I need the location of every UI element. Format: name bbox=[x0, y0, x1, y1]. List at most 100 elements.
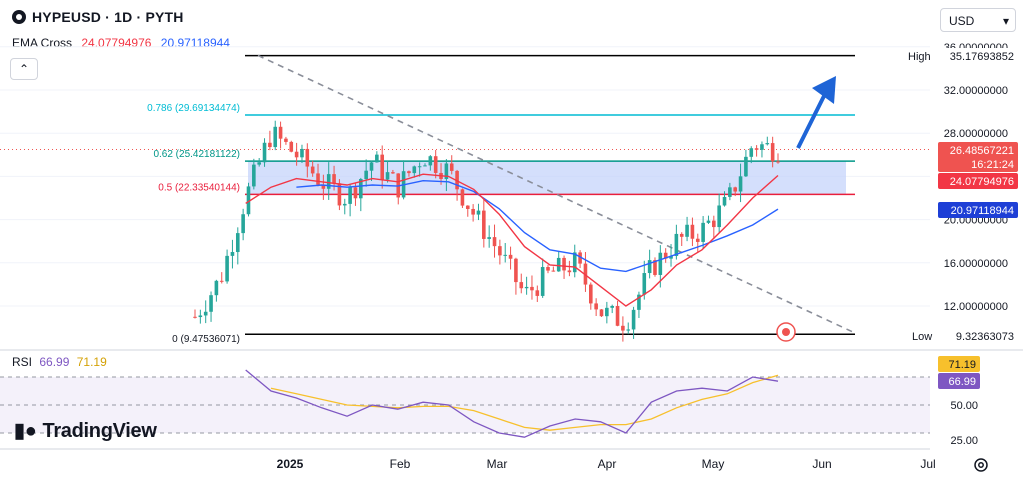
candle-body bbox=[252, 164, 256, 187]
candle-body bbox=[465, 205, 470, 209]
candle-body bbox=[508, 254, 513, 259]
candle-body bbox=[562, 257, 566, 271]
candle-body bbox=[359, 179, 363, 199]
candle-body bbox=[460, 189, 465, 206]
fib-label-0.62: 0.62 (25.42181122) bbox=[153, 149, 240, 160]
candle-body bbox=[423, 165, 427, 167]
candle-body bbox=[572, 252, 577, 273]
ema-slow-tag-value: 20.97118944 bbox=[951, 205, 1014, 217]
candle-body bbox=[599, 309, 604, 317]
candle-body bbox=[498, 246, 502, 256]
candle-body bbox=[241, 214, 245, 234]
candle-body bbox=[551, 270, 556, 272]
fib-label-0: 0 (9.47536071) bbox=[172, 334, 240, 345]
candle-body bbox=[471, 208, 475, 215]
price-axis: 36.0000000032.0000000028.0000000024.0000… bbox=[0, 42, 1023, 351]
candle-body bbox=[321, 184, 326, 189]
candle-body bbox=[615, 305, 620, 326]
candle-body bbox=[364, 170, 368, 180]
candle-body bbox=[353, 187, 358, 199]
candle-body bbox=[765, 143, 770, 145]
candle-body bbox=[385, 172, 390, 180]
candle-body bbox=[733, 187, 738, 192]
ema-fast-tag bbox=[938, 173, 1018, 189]
candle-body bbox=[407, 171, 411, 174]
candle-body bbox=[316, 173, 320, 185]
time-axis: 2025 Feb Mar Apr May Jun Jul bbox=[0, 448, 936, 471]
candle-body bbox=[235, 233, 240, 253]
candle-body bbox=[342, 203, 347, 206]
rsi-line bbox=[245, 369, 779, 438]
rsi-legend[interactable]: RSI 66.99 71.19 bbox=[12, 355, 107, 369]
candle-body bbox=[679, 233, 684, 237]
time-tick: Jul bbox=[920, 457, 935, 471]
gear-icon[interactable] bbox=[972, 456, 990, 474]
tradingview-logo: ▮● TradingView bbox=[14, 418, 157, 443]
candle-body bbox=[348, 187, 352, 204]
currency-label: USD bbox=[949, 14, 975, 28]
currency-selector[interactable]: USD ▾ bbox=[940, 8, 1016, 32]
time-tick: 2025 bbox=[277, 457, 304, 471]
candle-body bbox=[712, 220, 716, 228]
candle-body bbox=[417, 166, 422, 168]
candle-body bbox=[583, 263, 588, 285]
time-tick: May bbox=[702, 457, 725, 471]
candle-body bbox=[605, 307, 609, 317]
candle-body bbox=[722, 196, 727, 206]
candle-body bbox=[326, 174, 331, 189]
chevron-up-icon[interactable]: ⌃ bbox=[10, 58, 38, 80]
candle-body bbox=[744, 156, 748, 177]
candle-body bbox=[209, 295, 213, 312]
symbol-title[interactable]: HYPEUSD · 1D · PYTH bbox=[32, 9, 184, 25]
candle-body bbox=[380, 154, 385, 180]
ema-slow-tag bbox=[938, 202, 1018, 218]
candle-body bbox=[610, 305, 614, 308]
low-value: 9.32363073 bbox=[956, 331, 1014, 343]
ema-fast-line bbox=[245, 173, 779, 307]
candle-body bbox=[695, 238, 700, 242]
rsi-label: RSI bbox=[12, 355, 33, 369]
rsi-pane: 50.00 25.00 71.19 66.99 bbox=[0, 356, 980, 447]
countdown: 16:21:24 bbox=[971, 159, 1014, 171]
candle-body bbox=[588, 284, 593, 304]
ema-lines bbox=[245, 173, 779, 307]
last-price-tag bbox=[938, 142, 1018, 172]
fib-label-0.5: 0.5 (22.33540144) bbox=[158, 182, 240, 193]
high-label: High bbox=[908, 51, 931, 63]
candle-body bbox=[663, 252, 668, 259]
candle-body bbox=[647, 260, 652, 274]
drawings bbox=[245, 54, 856, 335]
candle-body bbox=[658, 252, 663, 275]
candle-body bbox=[214, 280, 219, 296]
candle-body bbox=[514, 258, 518, 283]
candle-body bbox=[690, 224, 695, 239]
price-tick: 28.00000000 bbox=[944, 128, 1008, 140]
candle-body bbox=[578, 252, 582, 264]
candle-body bbox=[503, 254, 508, 256]
candle-body bbox=[246, 186, 251, 215]
candle-body bbox=[391, 172, 395, 174]
candle-body bbox=[278, 126, 283, 139]
candle-body bbox=[203, 311, 208, 316]
rsi-ma-line bbox=[270, 374, 779, 431]
candle-body bbox=[556, 257, 561, 272]
rsi-ma-tag-value: 71.19 bbox=[948, 359, 976, 371]
candle-body bbox=[492, 237, 497, 247]
candle-body bbox=[770, 143, 775, 162]
ema-slow-line bbox=[296, 179, 779, 273]
low-label: Low bbox=[912, 331, 932, 343]
candle-body bbox=[776, 161, 780, 163]
high-value: 35.17693852 bbox=[950, 51, 1014, 63]
candle-body bbox=[482, 210, 486, 239]
candle-body bbox=[449, 163, 454, 171]
candle-body bbox=[225, 255, 229, 282]
candle-body bbox=[433, 156, 438, 173]
time-tick: Mar bbox=[487, 457, 508, 471]
rsi-tag-value: 66.99 bbox=[948, 376, 976, 388]
candle-body bbox=[337, 183, 342, 206]
candle-body bbox=[637, 294, 641, 310]
candle-body bbox=[653, 260, 657, 275]
rsi-tag bbox=[938, 373, 980, 389]
candle-body bbox=[289, 141, 294, 152]
